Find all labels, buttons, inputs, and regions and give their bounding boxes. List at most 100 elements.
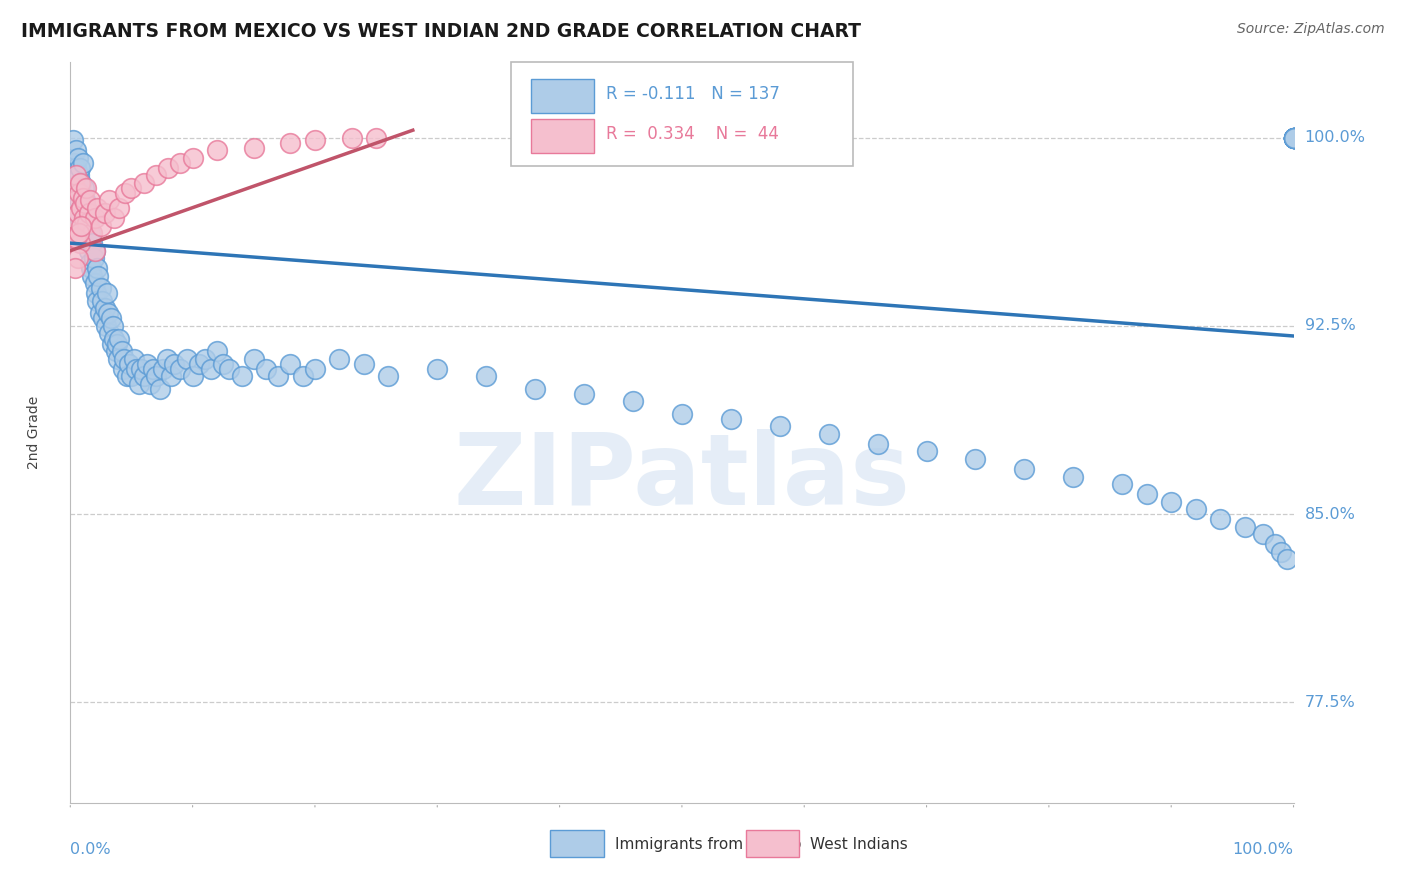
Point	[1209, 512, 1232, 526]
Point	[1282, 130, 1305, 145]
Point	[79, 194, 101, 208]
Point	[671, 407, 693, 421]
Point	[156, 351, 179, 366]
Point	[63, 156, 86, 170]
Point	[111, 361, 134, 376]
Point	[218, 361, 240, 376]
Point	[111, 344, 134, 359]
FancyBboxPatch shape	[531, 119, 593, 153]
Point	[121, 181, 143, 195]
Point	[66, 206, 89, 220]
Point	[1111, 477, 1133, 491]
Point	[377, 369, 399, 384]
Text: Source: ZipAtlas.com: Source: ZipAtlas.com	[1237, 22, 1385, 37]
FancyBboxPatch shape	[745, 830, 800, 857]
Point	[70, 201, 93, 215]
Point	[181, 151, 204, 165]
Point	[86, 293, 108, 308]
Point	[80, 261, 103, 276]
Point	[1277, 552, 1299, 566]
Point	[132, 176, 155, 190]
Point	[72, 211, 94, 225]
Point	[66, 151, 89, 165]
Point	[1282, 130, 1305, 145]
Point	[91, 311, 114, 326]
FancyBboxPatch shape	[510, 62, 853, 166]
Point	[70, 201, 93, 215]
Point	[79, 226, 101, 240]
Point	[426, 361, 449, 376]
Text: Immigrants from Mexico: Immigrants from Mexico	[614, 837, 801, 852]
Point	[69, 186, 91, 200]
Point	[77, 206, 100, 220]
Point	[97, 306, 120, 320]
Point	[98, 194, 121, 208]
Point	[91, 293, 114, 308]
Point	[243, 141, 266, 155]
Point	[621, 394, 644, 409]
Point	[145, 369, 167, 384]
Point	[243, 351, 266, 366]
Point	[1282, 130, 1305, 145]
Text: 100.0%: 100.0%	[1233, 842, 1294, 856]
Point	[212, 357, 235, 371]
Text: IMMIGRANTS FROM MEXICO VS WEST INDIAN 2ND GRADE CORRELATION CHART: IMMIGRANTS FROM MEXICO VS WEST INDIAN 2N…	[21, 22, 860, 41]
Point	[73, 196, 96, 211]
Point	[67, 186, 90, 200]
Point	[72, 156, 94, 170]
Point	[67, 226, 90, 240]
Point	[1062, 469, 1084, 483]
Point	[157, 161, 180, 175]
Point	[93, 301, 115, 316]
Point	[87, 268, 110, 283]
Text: 77.5%: 77.5%	[1305, 695, 1355, 710]
Point	[86, 261, 108, 276]
Point	[1282, 130, 1305, 145]
Point	[353, 357, 375, 371]
FancyBboxPatch shape	[531, 78, 593, 112]
Point	[1282, 130, 1305, 145]
Point	[1264, 537, 1286, 551]
Point	[1184, 502, 1206, 516]
Point	[94, 318, 117, 333]
Point	[75, 181, 97, 195]
Point	[63, 231, 86, 245]
Point	[1282, 130, 1305, 145]
Point	[83, 211, 105, 225]
Point	[280, 357, 302, 371]
Point	[769, 419, 792, 434]
Point	[1233, 520, 1256, 534]
Point	[112, 351, 135, 366]
Point	[70, 219, 93, 233]
Text: R =  0.334    N =  44: R = 0.334 N = 44	[606, 125, 779, 144]
Point	[122, 351, 145, 366]
Point	[62, 211, 84, 225]
Point	[1282, 130, 1305, 145]
Point	[720, 412, 742, 426]
Point	[169, 156, 191, 170]
Point	[69, 161, 91, 175]
Point	[142, 361, 165, 376]
Text: 0.0%: 0.0%	[70, 842, 111, 856]
Point	[1282, 130, 1305, 145]
Text: 100.0%: 100.0%	[1305, 130, 1365, 145]
Point	[366, 130, 388, 145]
Point	[1136, 487, 1159, 501]
Point	[121, 369, 143, 384]
Point	[107, 351, 129, 366]
Point	[90, 281, 112, 295]
Point	[524, 382, 547, 396]
Point	[76, 216, 98, 230]
Point	[1014, 462, 1036, 476]
Point	[65, 194, 87, 208]
Point	[104, 344, 127, 359]
Point	[163, 357, 186, 371]
Point	[73, 219, 96, 233]
Point	[83, 244, 105, 258]
Point	[65, 161, 87, 175]
Point	[328, 351, 350, 366]
Text: 92.5%: 92.5%	[1305, 318, 1355, 334]
Point	[194, 351, 217, 366]
Point	[176, 351, 198, 366]
Point	[187, 357, 209, 371]
